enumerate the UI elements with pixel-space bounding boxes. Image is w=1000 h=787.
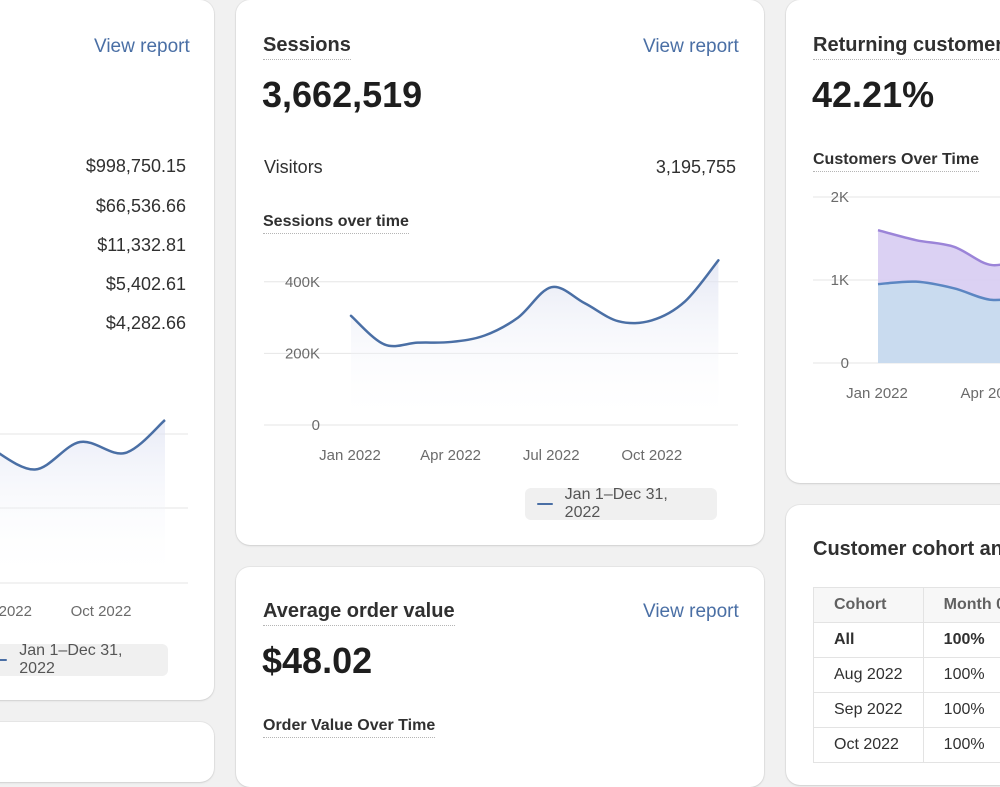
cohort-cell: All: [814, 623, 924, 658]
customers-y-tick: 0: [841, 355, 849, 372]
sessions-x-tick: Apr 2022: [420, 447, 481, 464]
customers-x-tick: Apr 2022: [961, 385, 1000, 402]
sessions-title: Sessions: [263, 34, 351, 60]
sessions-total: 3,662,519: [262, 74, 422, 116]
sales-legend[interactable]: Jan 1–Dec 31, 2022: [0, 644, 168, 676]
visitors-value: 3,195,755: [656, 157, 736, 178]
aov-title: Average order value: [263, 600, 455, 626]
cohort-cell: Sep 2022: [814, 693, 924, 728]
month-0-cell: 100%: [923, 693, 1000, 728]
sales-x-tick: Oct 2022: [71, 603, 132, 620]
returning-card: Returning customer 42.21% Customers Over…: [786, 0, 1000, 483]
customers-chart-title: Customers Over Time: [813, 151, 979, 172]
sessions-y-tick: 400K: [285, 274, 320, 291]
month-0-cell: 100%: [923, 658, 1000, 693]
aov-card: Average order value View report $48.02 O…: [236, 567, 764, 787]
table-row: Sep 2022 100%: [814, 693, 1000, 728]
cohort-cell: Oct 2022: [814, 728, 924, 763]
sessions-legend[interactable]: Jan 1–Dec 31, 2022: [525, 488, 717, 520]
customers-y-tick: 1K: [831, 272, 849, 289]
sessions-y-tick: 200K: [285, 345, 320, 362]
customers-x-tick: Jan 2022: [846, 385, 908, 402]
returning-title: Returning customer: [813, 34, 1000, 60]
sales-legend-label: Jan 1–Dec 31, 2022: [19, 642, 156, 678]
month-0-cell: 100%: [923, 728, 1000, 763]
sessions-card: Sessions View report 3,662,519 Visitors …: [236, 0, 764, 545]
table-row: Oct 2022 100%: [814, 728, 1000, 763]
sessions-chart-title: Sessions over time: [263, 213, 409, 234]
aov-chart-title: Order Value Over Time: [263, 717, 435, 738]
sales-chart: 2022 Oct 2022: [0, 0, 214, 640]
legend-line-icon: [537, 503, 553, 505]
returning-value: 42.21%: [812, 74, 934, 116]
sales-x-tick: 2022: [0, 603, 32, 620]
month-0-cell: 100%: [923, 623, 1000, 658]
cohort-column-header[interactable]: Cohort: [814, 588, 924, 623]
aov-value: $48.02: [262, 640, 372, 682]
cohort-title: Customer cohort an: [813, 538, 1000, 563]
sessions-x-tick: Oct 2022: [621, 447, 682, 464]
table-row: Aug 2022 100%: [814, 658, 1000, 693]
sessions-x-tick: Jan 2022: [319, 447, 381, 464]
lower-left-card: [0, 722, 214, 782]
cohort-header-row: Cohort Month 0: [814, 588, 1000, 623]
cohort-card: Customer cohort an Cohort Month 0 All 10…: [786, 505, 1000, 785]
cohort-table: Cohort Month 0 All 100% Aug 2022 100% Se…: [813, 587, 1000, 763]
legend-line-icon: [0, 659, 7, 661]
cohort-cell: Aug 2022: [814, 658, 924, 693]
sales-card: View report $998,750.15 $66,536.66 $11,3…: [0, 0, 214, 700]
sessions-legend-label: Jan 1–Dec 31, 2022: [565, 486, 705, 522]
sessions-chart: 0 200K 400K Jan 2022 Apr 2022 Jul 2022 Oct 20…: [236, 240, 764, 490]
sessions-area: [351, 260, 718, 425]
sessions-x-tick: Jul 2022: [523, 447, 580, 464]
sessions-view-report-link[interactable]: View report: [643, 36, 739, 58]
table-row: All 100%: [814, 623, 1000, 658]
customers-chart: 0 1K 2K Jan 2022 Apr 2022: [786, 180, 1000, 420]
visitors-label: Visitors: [264, 157, 323, 178]
aov-view-report-link[interactable]: View report: [643, 601, 739, 623]
customers-y-tick: 2K: [831, 189, 849, 206]
sessions-y-tick: 0: [312, 417, 320, 434]
month-0-column-header[interactable]: Month 0: [923, 588, 1000, 623]
